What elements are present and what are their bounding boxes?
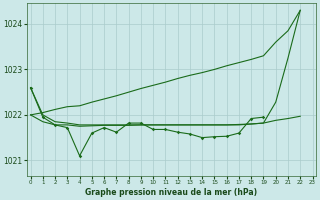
X-axis label: Graphe pression niveau de la mer (hPa): Graphe pression niveau de la mer (hPa) — [85, 188, 258, 197]
